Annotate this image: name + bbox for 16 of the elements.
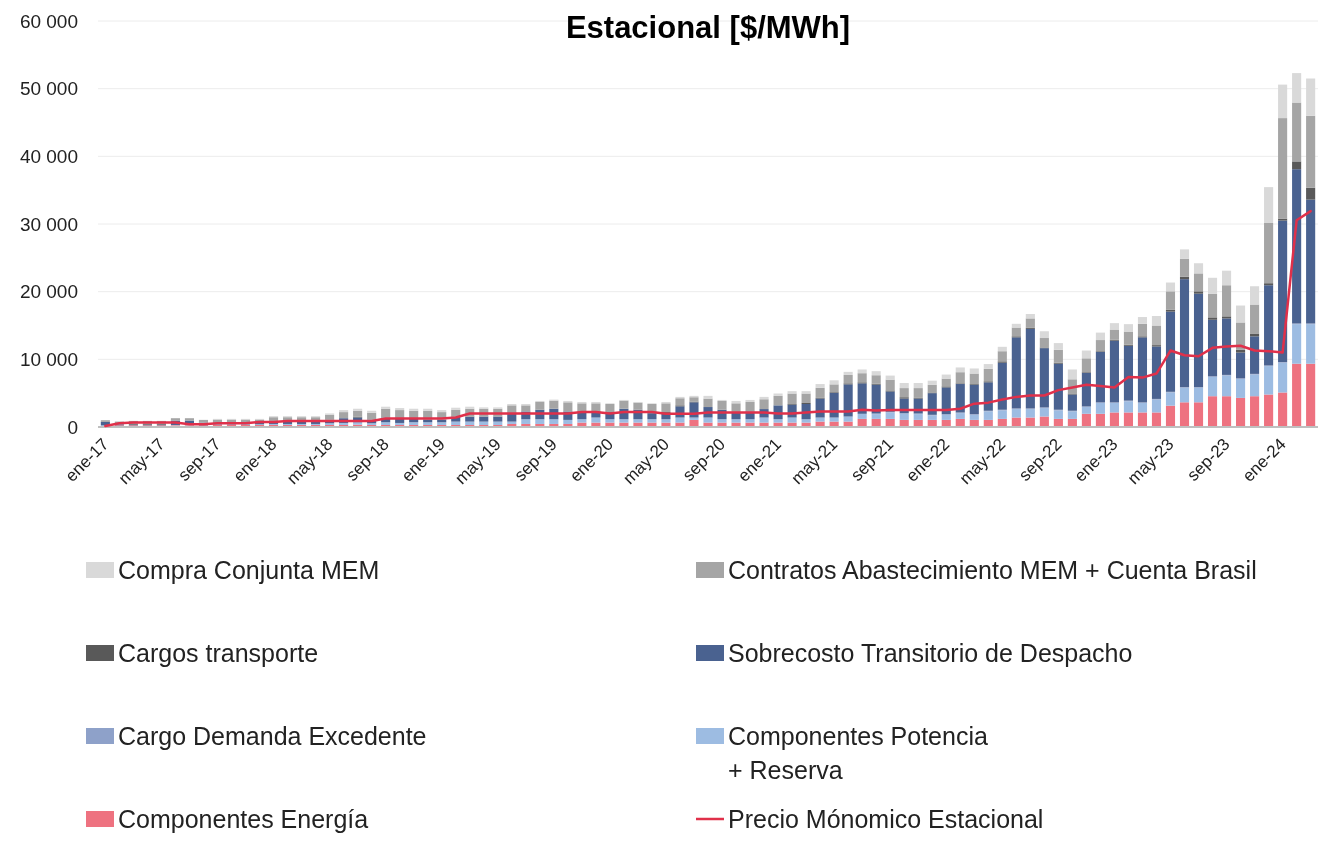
y-tick-label: 60 000 (19, 10, 78, 32)
legend-label: Cargo Demanda Excedente (118, 721, 427, 750)
y-tick-label: 0 (67, 416, 78, 438)
y-tick-label: 50 000 (19, 78, 78, 100)
legend-label: Compra Conjunta MEM (118, 555, 380, 584)
y-tick-label: 20 000 (19, 281, 78, 303)
legend-label: Contratos Abastecimiento MEM + Cuenta Brasil (728, 555, 1257, 584)
y-tick-label: 40 000 (19, 145, 78, 167)
legend-label: Componentes Potencia + Reserva (728, 721, 988, 784)
chart-title: Estacional [$/MWh] (565, 10, 851, 45)
legend-label: Cargos transporte (118, 638, 319, 667)
y-tick-label: 30 000 (19, 213, 78, 235)
legend-label: Componentes Energía (118, 804, 369, 833)
legend-label: Sobrecosto Transitorio de Despacho (728, 638, 1133, 667)
y-tick-label: 10 000 (19, 348, 78, 370)
legend-label: Precio Mónomico Estacional (728, 804, 1044, 833)
